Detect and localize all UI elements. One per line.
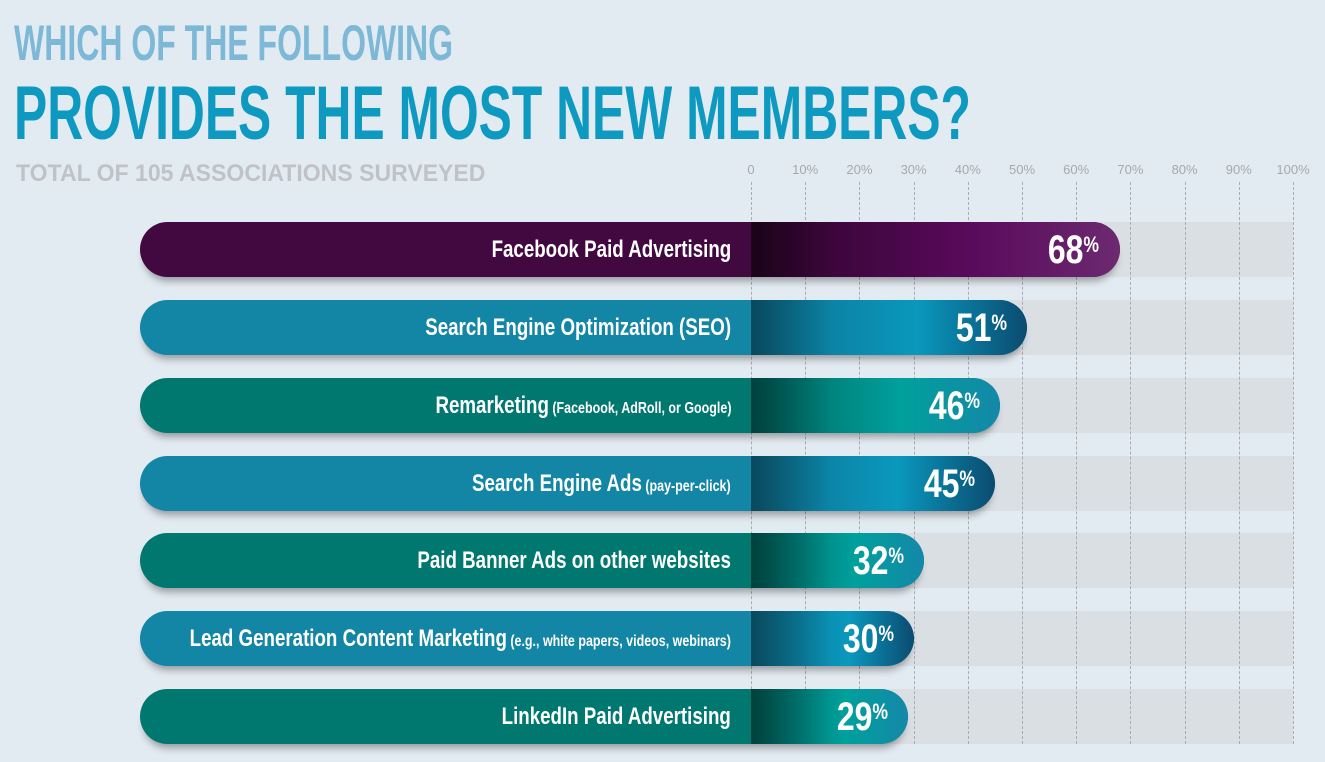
x-tick-label: 80% bbox=[1171, 162, 1198, 177]
bar: Paid Banner Ads on other websites 32% bbox=[140, 533, 925, 588]
bar-value-segment: 68% bbox=[751, 222, 1120, 277]
value-suffix: % bbox=[964, 388, 981, 413]
bar: Remarketing (Facebook, AdRoll, or Google… bbox=[140, 378, 1001, 433]
bar-label-text: Remarketing bbox=[435, 392, 549, 419]
x-tick-label: 100% bbox=[1276, 162, 1310, 177]
value-number: 51 bbox=[956, 306, 992, 350]
bar-value-label: 29% bbox=[837, 689, 888, 744]
value-number: 68 bbox=[1048, 228, 1084, 272]
bar-label-text: Lead Generation Content Marketing bbox=[189, 625, 507, 652]
bar-label-note: (Facebook, AdRoll, or Google) bbox=[548, 400, 731, 417]
bar-label: Search Engine Optimization (SEO) bbox=[425, 300, 731, 355]
bar-label-box: Lead Generation Content Marketing (e.g.,… bbox=[140, 611, 731, 666]
bar-label-text: Search Engine Ads bbox=[472, 470, 643, 497]
gridline bbox=[1130, 182, 1132, 744]
bar-label: Paid Banner Ads on other websites bbox=[418, 533, 731, 588]
bar-label-box: Search Engine Ads (pay-per-click) bbox=[140, 456, 731, 511]
bar: Search Engine Optimization (SEO) 51% bbox=[140, 300, 1028, 355]
bar-fold-shadow bbox=[751, 300, 831, 355]
value-suffix: % bbox=[959, 466, 975, 491]
bar-label-text: Facebook Paid Advertising bbox=[491, 236, 731, 263]
bar-fold-shadow bbox=[751, 222, 831, 277]
bar-value-label: 32% bbox=[853, 533, 904, 588]
value-suffix: % bbox=[877, 621, 894, 646]
bar-label: Remarketing (Facebook, AdRoll, or Google… bbox=[435, 378, 731, 433]
x-tick-label: 20% bbox=[846, 162, 873, 177]
bar: Search Engine Ads (pay-per-click) 45% bbox=[140, 456, 995, 511]
gridline bbox=[1022, 182, 1023, 744]
bar-value-segment: 29% bbox=[751, 689, 909, 744]
bar-value-segment: 32% bbox=[751, 533, 925, 588]
bar-label-text: Search Engine Optimization (SEO) bbox=[425, 314, 731, 341]
bar: Lead Generation Content Marketing (e.g.,… bbox=[140, 611, 914, 666]
value-number: 46 bbox=[929, 384, 965, 428]
bar-label-box: Facebook Paid Advertising bbox=[140, 222, 731, 277]
gridline bbox=[1184, 182, 1186, 744]
bar-value-segment: 46% bbox=[751, 378, 1001, 433]
bar-value-segment: 45% bbox=[751, 456, 995, 511]
x-tick-label: 40% bbox=[954, 162, 981, 177]
bar-label: LinkedIn Paid Advertising bbox=[502, 689, 731, 744]
value-suffix: % bbox=[991, 310, 1008, 335]
x-tick-label: 90% bbox=[1225, 162, 1252, 177]
value-suffix: % bbox=[1083, 232, 1100, 257]
value-suffix: % bbox=[888, 543, 905, 568]
bar-fold-shadow bbox=[751, 533, 831, 588]
x-tick-label: 30% bbox=[900, 162, 927, 177]
bar-value-label: 45% bbox=[924, 456, 975, 511]
bar-label-note: (pay-per-click) bbox=[642, 478, 731, 495]
bar-label: Search Engine Ads (pay-per-click) bbox=[472, 456, 731, 511]
x-tick-label: 10% bbox=[792, 162, 819, 177]
title-line-1: WHICH OF THE FOLLOWING bbox=[14, 15, 454, 71]
bar-value-segment: 51% bbox=[751, 300, 1028, 355]
value-suffix: % bbox=[872, 699, 889, 724]
bar-value-label: 46% bbox=[929, 378, 980, 433]
bar-label-text: Paid Banner Ads on other websites bbox=[417, 547, 731, 574]
gridline bbox=[1293, 182, 1294, 744]
title-line-2: PROVIDES THE MOST NEW MEMBERS? bbox=[14, 71, 971, 156]
bar-value-segment: 30% bbox=[751, 611, 914, 666]
bar-label-text: LinkedIn Paid Advertising bbox=[501, 703, 731, 730]
value-number: 32 bbox=[853, 539, 889, 583]
value-number: 45 bbox=[923, 462, 960, 506]
bar-fold-shadow bbox=[751, 456, 831, 511]
bar-label-box: Paid Banner Ads on other websites bbox=[140, 533, 731, 588]
x-tick-label: 70% bbox=[1117, 162, 1144, 177]
bar-label-note: (e.g., white papers, videos, webinars) bbox=[506, 633, 731, 650]
value-number: 30 bbox=[842, 617, 878, 661]
bar-value-label: 51% bbox=[956, 300, 1007, 355]
gridline bbox=[1076, 182, 1078, 744]
gridline bbox=[1238, 182, 1240, 744]
bar-fold-shadow bbox=[751, 689, 831, 744]
bar-value-label: 30% bbox=[842, 611, 893, 666]
bar-fold-shadow bbox=[751, 378, 831, 433]
bar-label: Lead Generation Content Marketing (e.g.,… bbox=[190, 611, 731, 666]
bar-label: Facebook Paid Advertising bbox=[491, 222, 731, 277]
bar-label-box: Search Engine Optimization (SEO) bbox=[140, 300, 731, 355]
bar: LinkedIn Paid Advertising 29% bbox=[140, 689, 909, 744]
subtitle: TOTAL OF 105 ASSOCIATIONS SURVEYED bbox=[16, 160, 486, 187]
x-tick-label: 50% bbox=[1008, 162, 1036, 177]
bar-value-label: 68% bbox=[1048, 222, 1099, 277]
bar: Facebook Paid Advertising 68% bbox=[140, 222, 1120, 277]
bar-fold-shadow bbox=[751, 611, 831, 666]
value-number: 29 bbox=[836, 695, 873, 739]
x-tick-label: 60% bbox=[1063, 162, 1090, 177]
x-tick-label: 0 bbox=[747, 162, 755, 177]
bar-label-box: Remarketing (Facebook, AdRoll, or Google… bbox=[140, 378, 731, 433]
bar-label-box: LinkedIn Paid Advertising bbox=[140, 689, 731, 744]
